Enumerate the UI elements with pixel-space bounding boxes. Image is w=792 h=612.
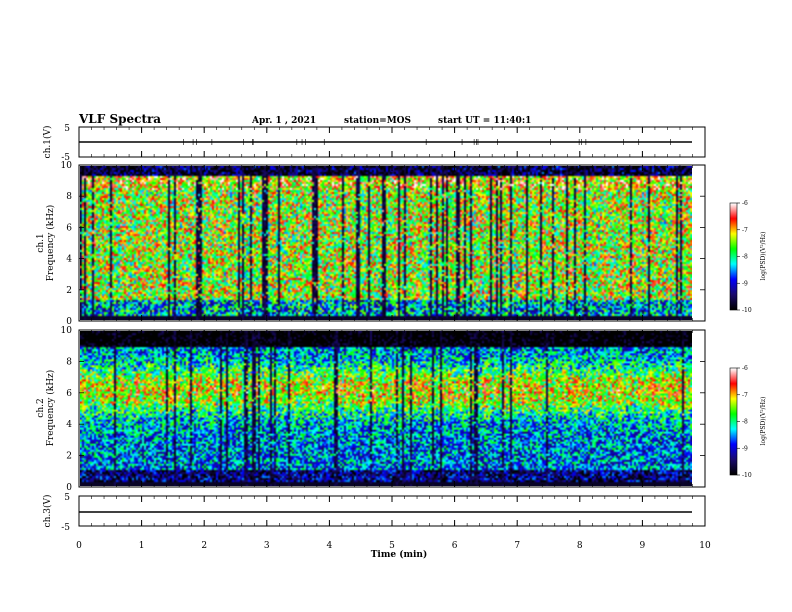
ytick-label: 0 bbox=[66, 317, 72, 327]
ch1-ylabel: ch.1(V) bbox=[42, 126, 53, 159]
ch1-spectrogram-image bbox=[80, 166, 692, 320]
colorbar-tick-label: -6 bbox=[742, 365, 748, 372]
ytick-label: 6 bbox=[66, 389, 72, 399]
ylabel-line: ch.1 bbox=[36, 233, 46, 252]
ytick-label: 0 bbox=[66, 483, 72, 493]
ch1-spectrogram-ylabel-channel: ch.1Frequency (kHz) bbox=[36, 205, 56, 282]
xtick-label: 8 bbox=[577, 541, 583, 551]
ylabel-line: Frequency (kHz) bbox=[45, 370, 56, 447]
colorbar-tick-label: -7 bbox=[742, 392, 748, 399]
colorbar-tick-label: -8 bbox=[742, 254, 748, 261]
xtick-label: 2 bbox=[201, 541, 207, 551]
ytick-label: 10 bbox=[61, 326, 73, 336]
ch2-colorbar-label: log(PSD)(V²/Hz) bbox=[760, 397, 767, 446]
header-start-time: start UT = 11:40:1 bbox=[438, 116, 531, 126]
ytick-label: 10 bbox=[61, 161, 73, 171]
xtick-label: 5 bbox=[389, 541, 395, 551]
ytick-label: 4 bbox=[66, 420, 72, 430]
colorbar-tick-label: -6 bbox=[742, 200, 748, 207]
header-station: station=MOS bbox=[344, 116, 411, 126]
ch2-spectrogram-image bbox=[80, 331, 692, 486]
ch1-colorbar-label: log(PSD)(V²/Hz) bbox=[760, 232, 767, 281]
figure-title: VLF Spectra bbox=[78, 112, 161, 126]
xtick-label: 1 bbox=[139, 541, 145, 551]
header-date: Apr. 1 , 2021 bbox=[251, 116, 316, 126]
colorbar-tick-label: -9 bbox=[742, 445, 748, 452]
colorbar-tick-label: -9 bbox=[742, 280, 748, 287]
colorbar-tick-label: -8 bbox=[742, 419, 748, 426]
ch2-spectrogram-panel: 0 2 4 6 8 10 ch.2Frequency (kHz) -6 -7 -8 -9 -10 … bbox=[36, 326, 767, 493]
ch1-ytick-neg5: -5 bbox=[61, 153, 70, 163]
xtick-label: 0 bbox=[76, 541, 82, 551]
xtick-label: 3 bbox=[264, 541, 270, 551]
xtick-label: 10 bbox=[699, 541, 711, 551]
ch2-colorbar: -6 -7 -8 -9 -10 log(PSD)(V²/Hz) bbox=[729, 365, 767, 479]
time-axis-label: Time (min) bbox=[371, 549, 428, 560]
ytick-label: 2 bbox=[66, 452, 72, 462]
ch1-colorbar-ticks: -6 -7 -8 -9 -10 bbox=[737, 200, 752, 314]
ch3-ytick-neg5: -5 bbox=[61, 523, 70, 533]
ch2-spectrogram-yticks: 0 2 4 6 8 10 bbox=[61, 326, 705, 493]
xtick-label: 4 bbox=[327, 541, 333, 551]
ch3-ytick-5: 5 bbox=[64, 493, 70, 503]
ch2-spectrogram-ylabel: ch.2Frequency (kHz) bbox=[36, 370, 56, 447]
ch1-spectrogram-panel: 0 2 4 6 8 10 ch.1Frequency (kHz) -6 -7 -8 -9 -10 … bbox=[36, 161, 767, 327]
ytick-label: 8 bbox=[66, 192, 72, 202]
ch1-ytick-5: 5 bbox=[64, 124, 70, 134]
ytick-label: 2 bbox=[66, 286, 72, 296]
ch3-ylabel: ch.3(V) bbox=[42, 495, 53, 528]
ch1-waveform-spikes bbox=[183, 139, 671, 145]
xtick-label: 9 bbox=[640, 541, 646, 551]
colorbar-tick-label: -7 bbox=[742, 227, 748, 234]
time-axis: 0 1 2 3 4 5 6 7 8 9 10 bbox=[76, 127, 711, 551]
ytick-label: 4 bbox=[66, 255, 72, 265]
ch1-colorbar-image bbox=[730, 203, 737, 310]
xtick-label: 7 bbox=[514, 541, 520, 551]
ch2-colorbar-image bbox=[730, 368, 737, 475]
ylabel-line: Frequency (kHz) bbox=[45, 205, 56, 282]
ch2-colorbar-ticks: -6 -7 -8 -9 -10 bbox=[737, 365, 752, 479]
ch1-colorbar: -6 -7 -8 -9 -10 log(PSD)(V²/Hz) bbox=[729, 200, 767, 314]
xtick-label: 6 bbox=[452, 541, 458, 551]
ylabel-line: ch.2 bbox=[36, 398, 46, 417]
ytick-label: 6 bbox=[66, 223, 72, 233]
colorbar-tick-label: -10 bbox=[742, 472, 752, 479]
ch1-spectrogram-yticks: 0 2 4 6 8 10 bbox=[61, 161, 705, 327]
colorbar-tick-label: -10 bbox=[742, 307, 752, 314]
ytick-label: 8 bbox=[66, 357, 72, 367]
